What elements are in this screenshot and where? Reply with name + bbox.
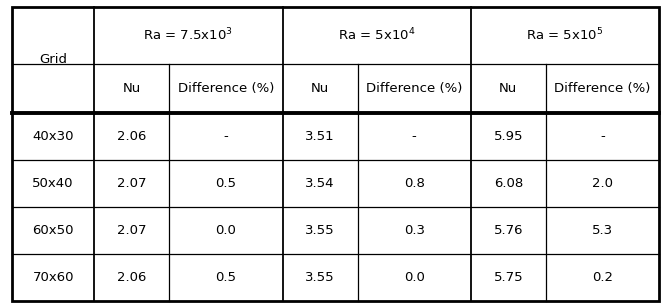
Text: 2.06: 2.06 xyxy=(117,271,147,284)
Text: Ra = 5x10$^5$: Ra = 5x10$^5$ xyxy=(526,27,604,44)
Text: -: - xyxy=(223,130,228,143)
Text: Difference (%): Difference (%) xyxy=(554,82,650,95)
Text: 40x30: 40x30 xyxy=(33,130,74,143)
Text: 0.0: 0.0 xyxy=(404,271,425,284)
Text: 2.07: 2.07 xyxy=(117,224,147,237)
Text: Nu: Nu xyxy=(311,82,329,95)
Text: Difference (%): Difference (%) xyxy=(366,82,462,95)
Text: 3.54: 3.54 xyxy=(305,177,335,190)
Text: 2.06: 2.06 xyxy=(117,130,147,143)
Text: 0.5: 0.5 xyxy=(215,271,237,284)
Text: 6.08: 6.08 xyxy=(494,177,523,190)
Text: 0.3: 0.3 xyxy=(404,224,425,237)
Text: 0.0: 0.0 xyxy=(215,224,236,237)
Text: 5.75: 5.75 xyxy=(494,271,523,284)
Text: 2.0: 2.0 xyxy=(592,177,613,190)
Text: Difference (%): Difference (%) xyxy=(178,82,274,95)
Text: 0.8: 0.8 xyxy=(404,177,425,190)
Text: Ra = 7.5x10$^3$: Ra = 7.5x10$^3$ xyxy=(143,27,233,44)
Text: 3.55: 3.55 xyxy=(305,271,335,284)
Text: Nu: Nu xyxy=(123,82,141,95)
Text: 3.51: 3.51 xyxy=(305,130,335,143)
Text: Grid: Grid xyxy=(39,53,67,66)
Text: 3.55: 3.55 xyxy=(305,224,335,237)
Text: -: - xyxy=(412,130,417,143)
Text: 0.5: 0.5 xyxy=(215,177,237,190)
Text: Ra = 5x10$^4$: Ra = 5x10$^4$ xyxy=(338,27,416,44)
Text: 5.3: 5.3 xyxy=(592,224,613,237)
Text: 0.2: 0.2 xyxy=(592,271,613,284)
Text: 5.76: 5.76 xyxy=(494,224,523,237)
Text: 70x60: 70x60 xyxy=(33,271,74,284)
Text: 50x40: 50x40 xyxy=(33,177,74,190)
Text: -: - xyxy=(600,130,605,143)
Text: 5.95: 5.95 xyxy=(494,130,523,143)
Text: 60x50: 60x50 xyxy=(33,224,74,237)
Text: Nu: Nu xyxy=(499,82,518,95)
Text: 2.07: 2.07 xyxy=(117,177,147,190)
